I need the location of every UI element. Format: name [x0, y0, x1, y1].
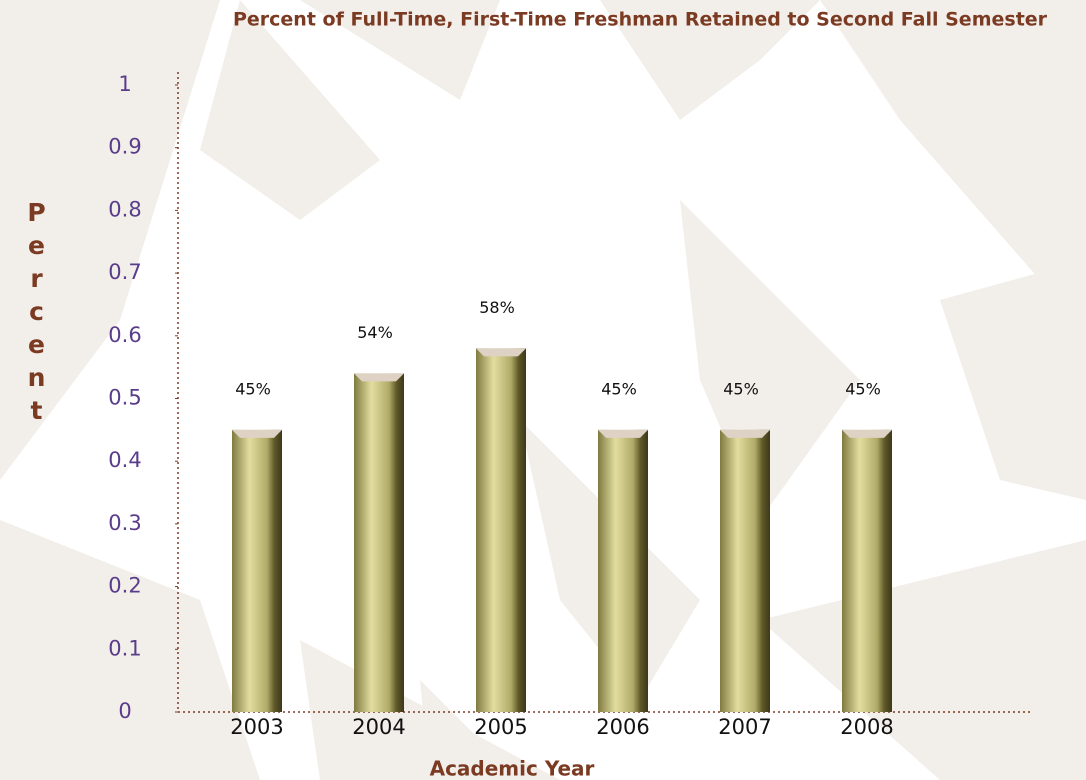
bar [476, 348, 526, 712]
data-label: 45% [845, 379, 881, 398]
bar [842, 429, 892, 712]
y-tick-label: 0.1 [108, 636, 141, 660]
bar [232, 429, 282, 712]
y-tick-label: 0.4 [108, 448, 141, 472]
y-tick-label: 0.3 [108, 511, 141, 535]
data-label: 45% [235, 379, 271, 398]
y-tick-label: 0.6 [108, 323, 141, 347]
y-tick-label: 0 [118, 699, 131, 723]
x-axis-label: Academic Year [430, 757, 595, 780]
bar-cap [720, 429, 770, 438]
data-label: 45% [601, 379, 637, 398]
x-tick-label: 2008 [840, 715, 893, 739]
y-tick-label: 0.8 [108, 197, 141, 221]
bar-cap [476, 348, 526, 357]
y-axis-label: Percent [22, 198, 51, 429]
data-label: 45% [723, 379, 759, 398]
data-label: 54% [357, 323, 393, 342]
bar [598, 429, 648, 712]
data-label: 58% [479, 298, 515, 317]
bar [720, 429, 770, 712]
y-tick-label: 1 [118, 72, 131, 96]
bar-cap [598, 429, 648, 438]
chart-title: Percent of Full-Time, First-Time Freshma… [233, 9, 1048, 31]
y-tick-label: 0.2 [108, 574, 141, 598]
bar-cap [232, 429, 282, 438]
x-tick-label: 2003 [230, 715, 283, 739]
y-tick-label: 0.9 [108, 135, 141, 159]
y-tick-label: 0.7 [108, 260, 141, 284]
bar [354, 373, 404, 712]
bar-cap [842, 429, 892, 438]
bar-cap [354, 373, 404, 382]
y-tick-label: 0.5 [108, 386, 141, 410]
x-tick-label: 2007 [718, 715, 771, 739]
x-tick-label: 2004 [352, 715, 405, 739]
x-tick-label: 2006 [596, 715, 649, 739]
x-tick-label: 2005 [474, 715, 527, 739]
